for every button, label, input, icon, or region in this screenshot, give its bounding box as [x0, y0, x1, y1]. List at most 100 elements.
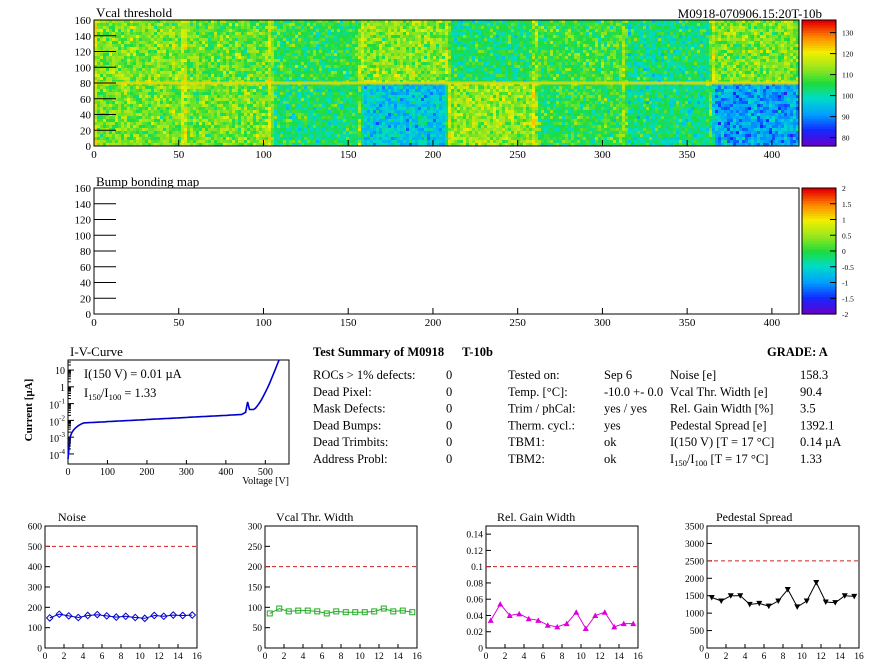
vcal-pixel [490, 71, 493, 74]
vcal-pixel [169, 35, 172, 38]
vcal-pixel [481, 59, 484, 62]
vcal-pixel [166, 53, 169, 56]
vcal-pixel [508, 44, 511, 47]
vcal-pixel [523, 35, 526, 38]
vcal-pixel [283, 47, 286, 50]
vcal-pixel [250, 53, 253, 56]
vcal-pixel [520, 74, 523, 77]
vcal-pixel [352, 56, 355, 59]
vcal-pixel [313, 74, 316, 77]
vcal-pixel [229, 53, 232, 56]
vcal-pixel [229, 71, 232, 74]
vcal-pixel [367, 20, 370, 23]
vcal-pixel [724, 38, 727, 41]
vcal-pixel [250, 23, 253, 26]
vcal-pixel [403, 32, 406, 35]
vcal-pixel [760, 62, 763, 65]
vcal-pixel [610, 29, 613, 32]
vcal-pixel [151, 29, 154, 32]
vcal-pixel [745, 77, 748, 80]
vcal-pixel [697, 47, 700, 50]
vcal-pixel [376, 53, 379, 56]
vcal-pixel [520, 77, 523, 80]
vcal-pixel [301, 50, 304, 53]
vcal-pixel [280, 62, 283, 65]
vcal-pixel [556, 26, 559, 29]
vcal-pixel [364, 56, 367, 59]
vcal-pixel [286, 44, 289, 47]
vcal-pixel [460, 56, 463, 59]
vcal-pixel [280, 59, 283, 62]
vcal-pixel [577, 50, 580, 53]
vcal-pixel [748, 56, 751, 59]
vcal-pixel [493, 41, 496, 44]
vcal-pixel [550, 59, 553, 62]
vcal-pixel [748, 41, 751, 44]
vcal-pixel [700, 59, 703, 62]
vcal-pixel [259, 53, 262, 56]
vcal-pixel [403, 65, 406, 68]
vcal-pixel [406, 47, 409, 50]
vcal-pixel [259, 29, 262, 32]
vcal-pixel [676, 47, 679, 50]
vcal-pixel [352, 77, 355, 80]
vcal-pixel [463, 23, 466, 26]
vcal-pixel [748, 77, 751, 80]
vcal-pixel [160, 29, 163, 32]
vcal-pixel [355, 59, 358, 62]
vcal-pixel [532, 38, 535, 41]
vcal-pixel [190, 38, 193, 41]
vcal-pixel [358, 32, 361, 35]
vcal-pixel [298, 77, 301, 80]
vcal-pixel [538, 53, 541, 56]
vcal-pixel [517, 68, 520, 71]
vcal-pixel [661, 32, 664, 35]
vcal-pixel [244, 77, 247, 80]
vcal-pixel [571, 32, 574, 35]
vcal-pixel [469, 59, 472, 62]
vcal-pixel [133, 41, 136, 44]
vcal-pixel [172, 77, 175, 80]
vcal-pixel [367, 68, 370, 71]
vcal-pixel [424, 68, 427, 71]
vcal-pixel [643, 20, 646, 23]
vcal-pixel [370, 50, 373, 53]
vcal-pixel [340, 44, 343, 47]
vcal-pixel [103, 56, 106, 59]
vcal-pixel [232, 65, 235, 68]
vcal-pixel [190, 71, 193, 74]
vcal-pixel [409, 44, 412, 47]
vcal-pixel [421, 65, 424, 68]
vcal-pixel [145, 32, 148, 35]
vcal-pixel [397, 41, 400, 44]
vcal-pixel [313, 38, 316, 41]
vcal-pixel [544, 77, 547, 80]
vcal-pixel [772, 41, 775, 44]
vcal-pixel [160, 41, 163, 44]
vcal-pixel [697, 38, 700, 41]
vcal-pixel [712, 41, 715, 44]
vcal-pixel [241, 68, 244, 71]
vcal-pixel [382, 35, 385, 38]
vcal-pixel [451, 68, 454, 71]
vcal-pixel [796, 32, 799, 35]
vcal-pixel [349, 35, 352, 38]
vcal-pixel [349, 71, 352, 74]
vcal-pixel [94, 56, 97, 59]
vcal-pixel [685, 38, 688, 41]
vcal-pixel [487, 59, 490, 62]
vcal-pixel [382, 47, 385, 50]
vcal-pixel [121, 53, 124, 56]
vcal-pixel [301, 56, 304, 59]
vcal-pixel [175, 50, 178, 53]
vcal-pixel [280, 50, 283, 53]
vcal-pixel [634, 59, 637, 62]
vcal-pixel [709, 56, 712, 59]
vcal-pixel [226, 59, 229, 62]
vcal-pixel [265, 44, 268, 47]
vcal-pixel [763, 50, 766, 53]
vcal-pixel [454, 32, 457, 35]
vcal-pixel [343, 38, 346, 41]
vcal-pixel [547, 44, 550, 47]
vcal-pixel [355, 56, 358, 59]
